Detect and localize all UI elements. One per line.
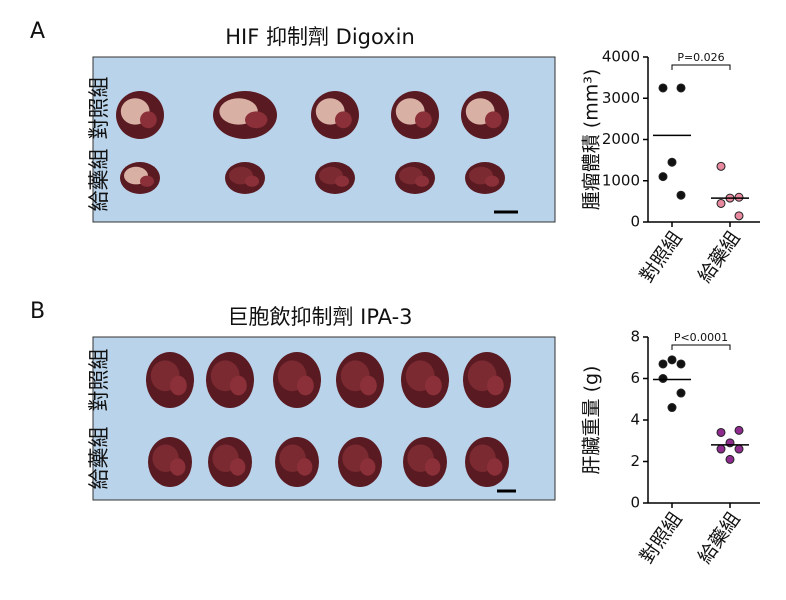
x-tick-label: 對照組	[636, 508, 687, 567]
specimen	[297, 375, 314, 396]
photo-title: 巨胞飲抑制劑 IPA-3	[227, 305, 412, 329]
panel-label: A	[30, 19, 45, 44]
y-tick-label: 3000	[602, 89, 640, 107]
y-tick-label: 0	[630, 213, 640, 231]
specimen	[487, 458, 503, 476]
panel-label: B	[30, 299, 45, 324]
annotation: P<0.0001	[674, 331, 728, 344]
y-axis-label: 腫瘤體積 (mm³)	[581, 69, 603, 211]
data-point	[734, 444, 744, 454]
specimen	[360, 375, 377, 396]
data-point	[716, 198, 726, 208]
data-point	[667, 157, 677, 167]
x-tick-label: 給藥組	[694, 227, 745, 286]
specimen	[245, 111, 268, 129]
data-point	[734, 211, 744, 221]
x-tick-label: 對照組	[636, 227, 687, 286]
specimen	[335, 111, 352, 129]
photo-a	[92, 56, 556, 223]
specimen	[297, 458, 313, 476]
y-tick-label: 2000	[602, 130, 640, 148]
specimen	[140, 175, 154, 187]
specimen	[170, 375, 187, 396]
specimen	[230, 375, 247, 396]
data-point	[734, 192, 744, 202]
data-point	[676, 83, 686, 93]
data-point	[716, 427, 726, 437]
data-point	[716, 444, 726, 454]
specimen	[415, 111, 432, 129]
data-point	[667, 355, 677, 365]
data-point	[676, 190, 686, 200]
specimen	[485, 175, 499, 187]
specimen	[170, 458, 186, 476]
row-label: 對照組	[87, 77, 111, 140]
y-tick-label: 2	[630, 452, 640, 470]
specimen	[360, 458, 376, 476]
specimen	[487, 375, 504, 396]
specimen	[245, 175, 259, 187]
specimen	[335, 175, 349, 187]
specimen	[485, 111, 502, 129]
data-point	[716, 161, 726, 171]
row-label: 給藥組	[87, 149, 111, 212]
data-point	[658, 359, 668, 369]
y-tick-label: 0	[630, 494, 640, 512]
data-point	[658, 172, 668, 182]
specimen	[425, 375, 442, 396]
y-tick-label: 6	[630, 369, 640, 387]
data-point	[734, 425, 744, 435]
specimen	[415, 175, 429, 187]
significance-bracket	[671, 64, 731, 70]
significance-bracket	[671, 344, 731, 350]
y-tick-label: 1000	[602, 171, 640, 189]
specimen	[140, 111, 157, 129]
y-tick-label: 4	[630, 411, 640, 429]
y-tick-label: 4000	[602, 48, 640, 66]
data-point	[658, 83, 668, 93]
data-point	[725, 454, 735, 464]
specimen	[230, 458, 246, 476]
specimen	[425, 458, 441, 476]
annotation: P=0.026	[677, 51, 724, 64]
data-point	[676, 359, 686, 369]
data-point	[667, 403, 677, 413]
row-label: 給藥組	[87, 427, 111, 490]
photo-title: HIF 抑制劑 Digoxin	[225, 25, 415, 49]
y-tick-label: 8	[630, 328, 640, 346]
row-label: 對照組	[87, 349, 111, 412]
x-tick-label: 給藥組	[694, 508, 745, 567]
data-point	[658, 374, 668, 383]
data-point	[676, 388, 686, 398]
y-axis-label: 肝臟重量 (g)	[581, 366, 603, 475]
